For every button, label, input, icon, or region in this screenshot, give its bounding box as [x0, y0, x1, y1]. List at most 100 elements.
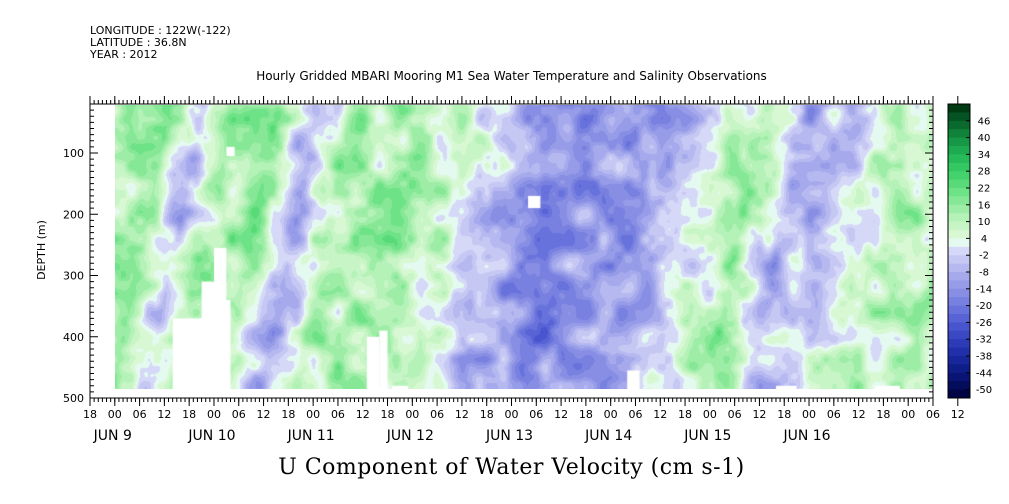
- x-tick-label: 06: [628, 408, 642, 421]
- colorbar-swatch: [948, 154, 970, 164]
- x-tick-label: 12: [157, 408, 171, 421]
- y-tick-label: 500: [63, 392, 84, 405]
- colorbar-swatch: [948, 330, 970, 340]
- colorbar-swatch: [948, 305, 970, 315]
- y-tick-label: 200: [63, 208, 84, 221]
- x-tick-label: 00: [108, 408, 122, 421]
- x-tick-label: 00: [405, 408, 419, 421]
- colorbar-swatch: [948, 188, 970, 197]
- colorbar-label: -44: [976, 368, 992, 379]
- x-tick-label: 00: [207, 408, 221, 421]
- colorbar-label: -26: [976, 318, 992, 329]
- colorbar-swatch: [948, 364, 970, 374]
- longitude-label: LONGITUDE : 122W(-122): [90, 24, 231, 37]
- colorbar-swatch: [948, 356, 970, 365]
- x-tick-label: 12: [554, 408, 568, 421]
- x-tick-label: 18: [777, 408, 791, 421]
- y-tick-label: 100: [63, 147, 84, 160]
- x-tick-label: 12: [752, 408, 766, 421]
- colorbar-label: 16: [978, 200, 991, 211]
- colorbar-swatch: [948, 171, 970, 181]
- x-day-label: JUN 15: [683, 428, 731, 444]
- year-label: YEAR : 2012: [90, 48, 158, 61]
- x-tick-label: 18: [876, 408, 890, 421]
- x-tick-label: 12: [257, 408, 271, 421]
- y-axis-label: DEPTH (m): [35, 220, 48, 280]
- x-tick-label: 00: [901, 408, 915, 421]
- x-tick-label: 12: [455, 408, 469, 421]
- y-tick-label: 400: [63, 331, 84, 344]
- colorbar-swatch: [948, 381, 970, 391]
- colorbar-swatch: [948, 137, 970, 147]
- x-tick-label: 06: [430, 408, 444, 421]
- colorbar-swatch: [948, 339, 970, 349]
- x-tick-label: 06: [728, 408, 742, 421]
- x-tick-label: 18: [579, 408, 593, 421]
- colorbar-swatch: [948, 238, 970, 248]
- x-day-label: JUN 16: [782, 428, 830, 444]
- x-day-label: JUN 10: [187, 428, 235, 444]
- x-tick-label: 06: [926, 408, 940, 421]
- colorbar-swatch: [948, 347, 970, 357]
- colorbar-swatch: [948, 255, 970, 265]
- colorbar-frame: [947, 103, 971, 399]
- x-tick-label: 18: [281, 408, 295, 421]
- x-tick-label: 06: [232, 408, 246, 421]
- colorbar-swatch: [948, 120, 970, 130]
- heatmap-field: [115, 105, 932, 389]
- colorbar-label: 22: [978, 184, 991, 195]
- colorbar-swatch: [948, 221, 970, 231]
- colorbar-swatch: [948, 288, 970, 298]
- colorbar-swatch: [948, 314, 970, 323]
- x-day-label: JUN 9: [93, 428, 132, 444]
- x-tick-label: 00: [505, 408, 519, 421]
- x-tick-label: 06: [133, 408, 147, 421]
- colorbar-label: -20: [976, 301, 992, 312]
- colorbar-swatch: [948, 179, 970, 189]
- x-day-label: JUN 12: [386, 428, 434, 444]
- colorbar-swatch: [948, 112, 970, 122]
- x-tick-label: 18: [480, 408, 494, 421]
- x-day-label: JUN 14: [584, 428, 632, 444]
- x-day-label: JUN 11: [287, 428, 335, 444]
- colorbar-label: -50: [976, 385, 992, 396]
- colorbar-swatch: [948, 230, 970, 239]
- colorbar-swatch: [948, 297, 970, 307]
- colorbar-swatch: [948, 146, 970, 155]
- x-tick-label: 00: [604, 408, 618, 421]
- latitude-label: LATITUDE : 36.8N: [90, 36, 187, 49]
- colorbar-swatch: [948, 196, 970, 206]
- colorbar-label: 28: [978, 167, 991, 178]
- colorbar-label: -14: [976, 284, 992, 295]
- x-tick-label: 00: [306, 408, 320, 421]
- colorbar-label: -8: [979, 268, 989, 279]
- x-tick-label: 18: [381, 408, 395, 421]
- x-day-label: JUN 13: [485, 428, 533, 444]
- colorbar-label: 4: [981, 234, 987, 245]
- x-tick-label: 12: [356, 408, 370, 421]
- colorbar-swatch: [948, 129, 970, 139]
- y-tick-label: 300: [63, 270, 84, 283]
- x-tick-label: 12: [852, 408, 866, 421]
- colorbar-label: -2: [979, 251, 989, 262]
- axes: 18 00 06 12 18 00 06 12 18 00 06 12 18 00 06 12 18 00 06 12…: [63, 96, 965, 444]
- colorbar-label: -38: [976, 352, 992, 363]
- colorbar-swatch: [948, 389, 970, 399]
- colorbar-label: 10: [978, 217, 991, 228]
- x-tick-label: 06: [827, 408, 841, 421]
- x-tick-label: 12: [951, 408, 965, 421]
- colorbar-swatch: [948, 246, 970, 256]
- colorbar-label: -32: [976, 335, 992, 346]
- x-tick-label: 18: [678, 408, 692, 421]
- colorbar-swatch: [948, 104, 970, 113]
- colorbar-swatch: [948, 322, 970, 332]
- colorbar-swatch: [948, 372, 970, 382]
- colorbar-label: 34: [978, 150, 991, 161]
- heatmap-image: [115, 105, 932, 389]
- colorbar-swatch: [948, 272, 970, 281]
- colorbar-swatch: [948, 263, 970, 273]
- colorbar: 46 40 34 28 22 16 10 4 -2 -8 -14 -20 -26 -32 -38 -44 -50: [947, 103, 992, 399]
- colorbar-label: 46: [978, 116, 991, 127]
- colorbar-label: 40: [978, 133, 991, 144]
